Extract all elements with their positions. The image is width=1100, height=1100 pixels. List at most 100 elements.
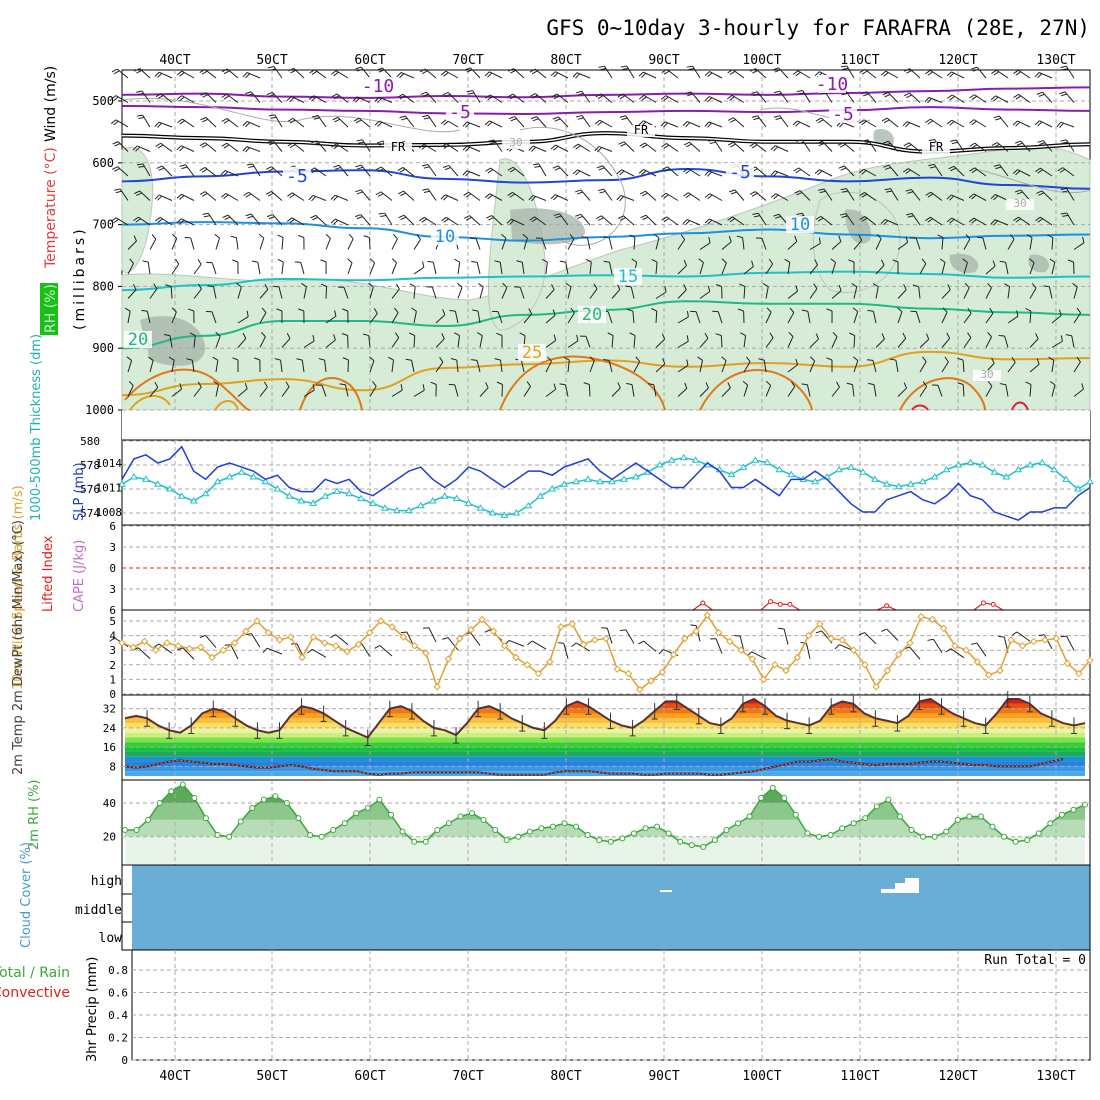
- wind-barb-flag: [925, 118, 931, 123]
- precip-tick: 0.2: [108, 1032, 128, 1045]
- thickness-point: [440, 492, 449, 499]
- wind-barb-flag: [663, 218, 670, 223]
- wind-barb: [895, 360, 899, 373]
- wind-barb-flag: [487, 121, 493, 127]
- wind-barb-flag: [861, 70, 868, 75]
- wind-barb: [709, 71, 723, 79]
- wind-barb: [457, 335, 461, 348]
- rh2m-point: [1001, 833, 1008, 840]
- wind-barb-flag: [987, 283, 992, 289]
- wind-barb-flag: [927, 71, 933, 76]
- wind-barb-flag: [200, 116, 207, 121]
- wind-barb: [831, 290, 842, 299]
- thickness-point: [667, 456, 676, 463]
- wind-barb: [699, 262, 704, 275]
- wind-barb: [457, 287, 463, 299]
- wind-barb: [278, 286, 283, 299]
- wind-barb-flag: [795, 71, 801, 77]
- wind-barb-flag: [949, 72, 955, 78]
- wind-barb-flag: [964, 282, 970, 289]
- wind-barb: [720, 335, 723, 348]
- thickness-label: 1000-500mb Thickness (dm): [29, 334, 44, 521]
- thickness-point: [297, 497, 306, 504]
- temp-band: [125, 737, 1085, 743]
- wind-barb: [343, 287, 349, 299]
- wind-barb-flag: [826, 357, 833, 361]
- wind-barb: [557, 116, 569, 128]
- rh-shading: [121, 129, 1091, 440]
- wind-speed-point: [849, 646, 858, 654]
- wind-barb: [479, 387, 489, 397]
- wind-barb: [337, 117, 349, 128]
- wind-barb: [633, 361, 641, 373]
- wind-barb-flag: [663, 122, 668, 128]
- rh2m-point: [943, 828, 950, 835]
- wind-barb-flag: [868, 382, 875, 386]
- wind-barb-flag: [641, 144, 648, 149]
- wind-barb: [428, 627, 437, 643]
- wind-barb-flag: [175, 258, 180, 265]
- cloud-area: [132, 865, 1090, 950]
- wind-barb-flag: [333, 195, 339, 201]
- thickness-point: [225, 473, 234, 480]
- wind-barb: [360, 214, 371, 226]
- wind-barb: [976, 642, 987, 657]
- wind-barb-flag: [814, 71, 820, 77]
- pressure-tick: 500: [92, 94, 114, 108]
- wind-barb-flag: [466, 69, 473, 73]
- wind-barb: [985, 265, 996, 275]
- wind-barb: [743, 286, 746, 299]
- wind-barb-flag: [439, 356, 444, 363]
- wind-barb-flag: [287, 117, 294, 122]
- thickness-point: [309, 499, 318, 506]
- wind-barb-flag: [1025, 307, 1032, 312]
- wind-barb-flag: [138, 116, 145, 120]
- wind-barb-flag: [268, 114, 275, 117]
- wind-barb: [677, 265, 687, 275]
- rh2m-label: 2m RH (%): [27, 779, 42, 850]
- rh2m-point: [908, 826, 915, 833]
- wind-barb: [645, 190, 657, 201]
- wind-barb: [1071, 335, 1075, 348]
- wind-barb-flag: [990, 95, 997, 101]
- wind-barb-flag: [154, 71, 160, 77]
- wind-speed-point: [827, 634, 835, 643]
- wind-speed-point: [591, 636, 599, 644]
- wind-barb-flag: [971, 169, 978, 174]
- wind-barb-flag: [859, 68, 866, 73]
- wind-barb-flag: [619, 170, 625, 176]
- pressure-tick: 700: [92, 218, 114, 232]
- wind-barb: [466, 170, 481, 177]
- wind-speed-point: [816, 620, 824, 628]
- thickness-point: [1002, 473, 1011, 480]
- wind-barb: [311, 648, 327, 658]
- rh2m-point: [850, 820, 857, 827]
- wind-barb-flag: [837, 142, 844, 146]
- wind-barb-flag: [339, 383, 346, 386]
- wind-barb: [886, 117, 899, 128]
- wind-barb: [335, 634, 349, 646]
- rh2m-point: [145, 816, 152, 823]
- wind-barb-flag: [992, 260, 996, 267]
- wind-barb: [919, 263, 927, 275]
- wind-barb-flag: [266, 166, 272, 170]
- wind-barb-flag: [642, 192, 648, 197]
- wind-barb: [564, 384, 569, 397]
- wind-barb: [457, 262, 461, 275]
- wind-barb-flag: [519, 332, 526, 336]
- wind-barb-flag: [642, 216, 649, 221]
- wind-barb-flag: [245, 122, 251, 128]
- wind-barb: [500, 360, 503, 373]
- wind-barb: [623, 215, 635, 226]
- wind-barb: [171, 388, 182, 397]
- wind-barb-flag: [840, 188, 847, 191]
- wind-barb: [1051, 262, 1056, 275]
- wind-barb-flag: [798, 92, 805, 95]
- wind-barb-flag: [1012, 169, 1018, 174]
- lifted-index-tick: 3: [109, 583, 116, 596]
- wind-barb-flag: [704, 218, 710, 224]
- cloud-gap-3: [895, 883, 905, 893]
- wind-barb-flag: [289, 119, 296, 124]
- wind-barb: [193, 288, 202, 299]
- stability-grid: [122, 525, 1090, 611]
